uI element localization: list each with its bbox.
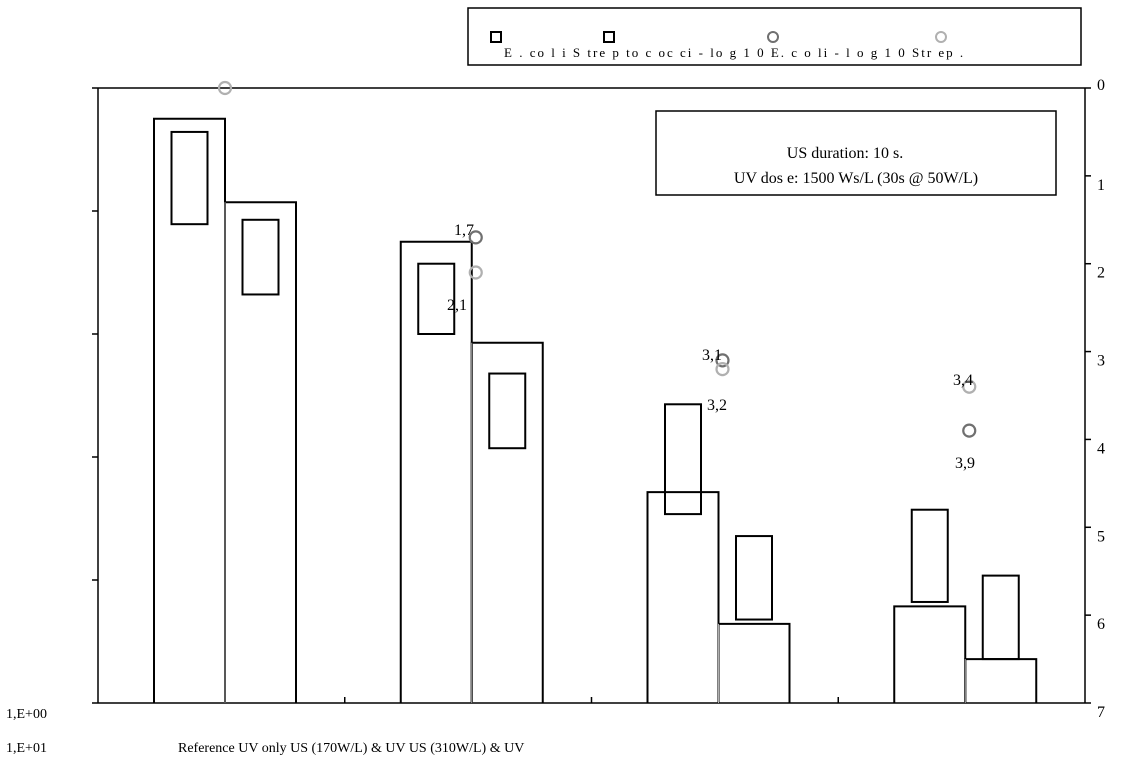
right-tick-label: 2 [1097, 265, 1105, 282]
range-box-strep [241, 218, 280, 296]
marker-log-ecoli [962, 423, 977, 438]
legend-marker-ecoli [490, 31, 502, 43]
bar-strep [224, 201, 297, 703]
bar-strep [470, 341, 544, 703]
bar-strep [964, 658, 1038, 703]
range-box-strep [488, 372, 527, 450]
bar-ecoli [893, 605, 967, 703]
right-tick-label: 4 [1097, 440, 1105, 457]
legend: E . co l i S tre p to c oc ci - lo g 1 0… [467, 7, 1082, 66]
marker-log-strep [962, 379, 977, 394]
range-box-ecoli [664, 403, 702, 516]
log-markers [217, 80, 977, 438]
annotation: US duration: 10 s. UV dos e: 1500 Ws/L (… [655, 110, 1057, 196]
x-axis-ticks [344, 697, 839, 703]
left-axis-label-2: 1,E+01 [6, 741, 47, 756]
range-box-strep [981, 574, 1020, 661]
range-box-ecoli [910, 508, 949, 603]
right-tick-label: 6 [1097, 616, 1105, 633]
point-label: 2,1 [447, 297, 467, 314]
right-tick-label: 5 [1097, 528, 1105, 545]
category-labels: Reference UV only US (170W/L) & UV US (3… [178, 741, 524, 756]
right-tick-label: 1 [1097, 177, 1105, 194]
legend-box [467, 7, 1082, 66]
annotation-box [655, 110, 1057, 196]
marker-log-strep [715, 362, 730, 377]
point-label: 1,7 [454, 222, 474, 239]
point-label: 3,9 [955, 455, 975, 472]
marker-log-strep [217, 80, 233, 96]
bar-ecoli [646, 491, 720, 703]
legend-text: E . co l i S tre p to c oc ci - lo g 1 0… [504, 45, 965, 60]
right-tick-label: 7 [1097, 704, 1105, 721]
right-tick-label: 0 [1097, 77, 1105, 94]
left-axis-label-1: 1,E+00 [6, 707, 47, 722]
bar-ecoli [153, 117, 226, 703]
axes: 0 1 2 3 4 5 6 7 [92, 77, 1105, 721]
annotation-line-2: UV dos e: 1500 Ws/L (30s @ 50W/L) [734, 170, 978, 187]
point-labels: 1,7 2,1 3,1 3,2 3,4 3,9 [447, 222, 975, 472]
range-box-ecoli [417, 262, 456, 336]
marker-log-ecoli [468, 230, 483, 245]
legend-marker-log-ecoli [767, 31, 779, 43]
left-axis-ticks [92, 87, 98, 704]
bar-strep [717, 622, 791, 703]
point-label: 3,1 [702, 347, 722, 364]
annotation-line-1: US duration: 10 s. [787, 145, 903, 162]
marker-log-ecoli [715, 353, 730, 368]
marker-log-strep [468, 265, 483, 280]
legend-marker-log-strep [935, 31, 947, 43]
range-box-ecoli [170, 130, 209, 226]
right-axis-ticks: 0 1 2 3 4 5 6 7 [1085, 77, 1105, 721]
point-label: 3,2 [707, 397, 727, 414]
range-box-strep [735, 535, 773, 621]
point-label: 3,4 [953, 372, 973, 389]
legend-marker-strep [603, 31, 615, 43]
right-tick-label: 3 [1097, 353, 1105, 370]
bars [153, 117, 1038, 703]
